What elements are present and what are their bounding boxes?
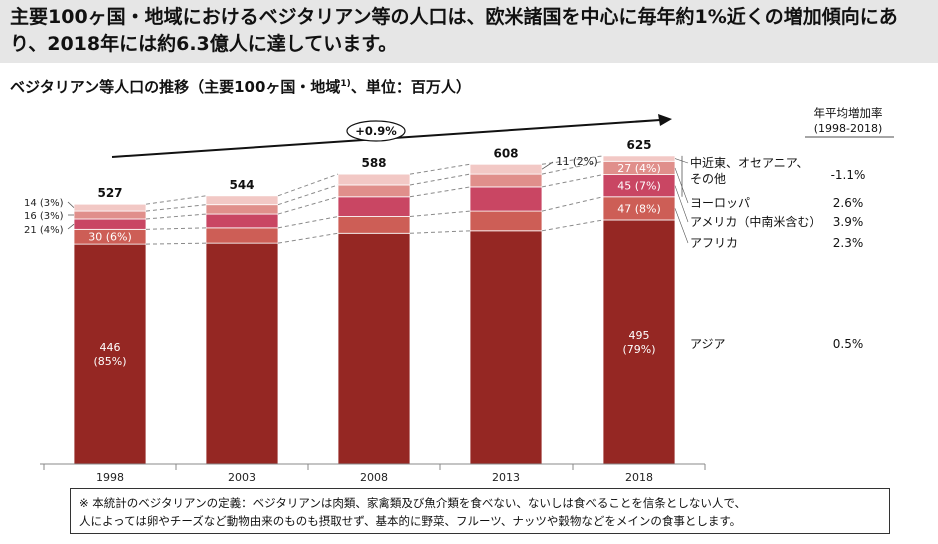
bar-segment xyxy=(205,195,279,206)
bar-segment xyxy=(205,204,279,215)
dashed-connector xyxy=(409,163,471,175)
total-label: 608 xyxy=(493,146,518,160)
legend-growth-rate: 0.5% xyxy=(833,337,864,351)
bar-segment xyxy=(337,196,411,217)
dashed-connector xyxy=(145,213,207,220)
legend-pointer-line xyxy=(674,208,689,244)
dashed-connector xyxy=(409,230,471,234)
bar-segment xyxy=(337,232,411,465)
segment-label: 446 xyxy=(100,341,121,354)
segment-label: (85%) xyxy=(93,355,126,368)
dashed-connector xyxy=(145,242,207,245)
x-tick-label: 1998 xyxy=(96,471,124,484)
legend-pointer-line xyxy=(674,167,689,204)
dashed-connector xyxy=(541,174,604,188)
label-pointer-line xyxy=(541,161,554,170)
dashed-connector xyxy=(145,227,207,230)
segment-label: (79%) xyxy=(622,343,655,356)
growth-rate-oval xyxy=(346,120,406,142)
legend-growth-rate: 2.6% xyxy=(833,196,864,210)
label-pointer-line xyxy=(67,223,75,230)
dashed-connector xyxy=(409,210,471,218)
segment-label: 495 xyxy=(629,329,650,342)
footnote-line-1: ※ 本統計のベジタリアンの定義：ベジタリアンは肉類、家禽類及び魚介類を食べない、… xyxy=(79,496,746,510)
outside-segment-label: 11 (2%) xyxy=(556,156,598,168)
bar-segment xyxy=(469,186,543,212)
x-tick-label: 2018 xyxy=(625,471,653,484)
bar-segment xyxy=(469,163,543,175)
dashed-connector xyxy=(277,196,339,215)
dashed-connector xyxy=(277,184,339,206)
bar-segment xyxy=(469,210,543,232)
dashed-connector xyxy=(277,232,339,244)
bar-segment xyxy=(602,155,676,162)
dashed-connector xyxy=(145,195,207,205)
dashed-connector xyxy=(541,160,604,175)
legend-series-name: 中近東、オセアニア、 xyxy=(690,155,809,170)
legend-pointer-line xyxy=(674,185,689,223)
legend-series-name: アジア xyxy=(690,337,726,351)
footnote-line-2: 人によっては卵やチーズなど動物由来のものも摂取せず、基本的に野菜、フルーツ、ナッ… xyxy=(79,514,742,528)
dashed-connector xyxy=(541,196,604,212)
x-tick-label: 2003 xyxy=(228,471,256,484)
x-tick-label: 2013 xyxy=(492,471,520,484)
bar-segment xyxy=(73,203,147,212)
segment-label: 30 (6%) xyxy=(88,231,132,244)
segment-label: 27 (4%) xyxy=(617,162,661,175)
dashed-connector xyxy=(277,216,339,229)
chart-title-footnote-mark: 1) xyxy=(340,79,351,89)
segment-label: 47 (8%) xyxy=(617,202,661,215)
legend-header: 年平均増加率 xyxy=(814,106,883,120)
growth-arrow-head xyxy=(658,114,672,126)
legend-series-name: アフリカ xyxy=(690,236,738,250)
total-label: 544 xyxy=(229,178,254,192)
headline-banner xyxy=(0,0,938,63)
legend-series-name: ヨーロッパ xyxy=(690,196,750,210)
total-label: 625 xyxy=(626,138,651,152)
bar-segment xyxy=(205,242,279,465)
chart-title-tail: 、単位：百万人） xyxy=(350,78,471,96)
total-label: 527 xyxy=(97,186,122,200)
legend-series-name: その他 xyxy=(690,172,726,186)
bar-segment xyxy=(205,227,279,244)
bar-segment xyxy=(205,213,279,229)
legend-pointer-line xyxy=(674,158,689,164)
legend-growth-rate: -1.1% xyxy=(831,168,866,182)
legend-period: (1998-2018) xyxy=(814,122,883,135)
footnote-box: ※ 本統計のベジタリアンの定義：ベジタリアンは肉類、家禽類及び魚介類を食べない、… xyxy=(70,488,890,534)
bar-segment xyxy=(337,184,411,198)
bar-segment xyxy=(602,219,676,465)
left-segment-label: 21 (4%) xyxy=(24,225,64,236)
bar-segment xyxy=(73,210,147,220)
bar-segment xyxy=(73,218,147,230)
chart-title-main: ベジタリアン等人口の推移（主要100ヶ国・地域 xyxy=(10,78,341,96)
dashed-connector xyxy=(409,186,471,198)
bar-segment xyxy=(337,216,411,234)
bar-segment xyxy=(469,173,543,188)
total-label: 588 xyxy=(361,156,386,170)
dashed-connector xyxy=(277,173,339,197)
chart-title: ベジタリアン等人口の推移（主要100ヶ国・地域1)、単位：百万人） xyxy=(10,76,471,97)
dashed-connector xyxy=(409,173,471,186)
bar-segment xyxy=(469,230,543,465)
legend-growth-rate: 3.9% xyxy=(833,215,864,229)
left-segment-label: 14 (3%) xyxy=(24,198,64,209)
bar-segment xyxy=(337,173,411,186)
label-pointer-line xyxy=(67,201,75,208)
legend-series-name: アメリカ（中南米含む） xyxy=(690,214,821,229)
dashed-connector xyxy=(145,204,207,212)
dashed-connector xyxy=(541,219,604,232)
left-segment-label: 16 (3%) xyxy=(24,211,64,222)
x-tick-label: 2008 xyxy=(360,471,388,484)
growth-rate-label: +0.9% xyxy=(355,124,397,138)
legend-growth-rate: 2.3% xyxy=(833,236,864,250)
segment-label: 45 (7%) xyxy=(617,180,661,193)
headline: 主要100ヶ国・地域におけるベジタリアン等の人口は、欧米諸国を中心に毎年約1%近… xyxy=(10,6,898,55)
